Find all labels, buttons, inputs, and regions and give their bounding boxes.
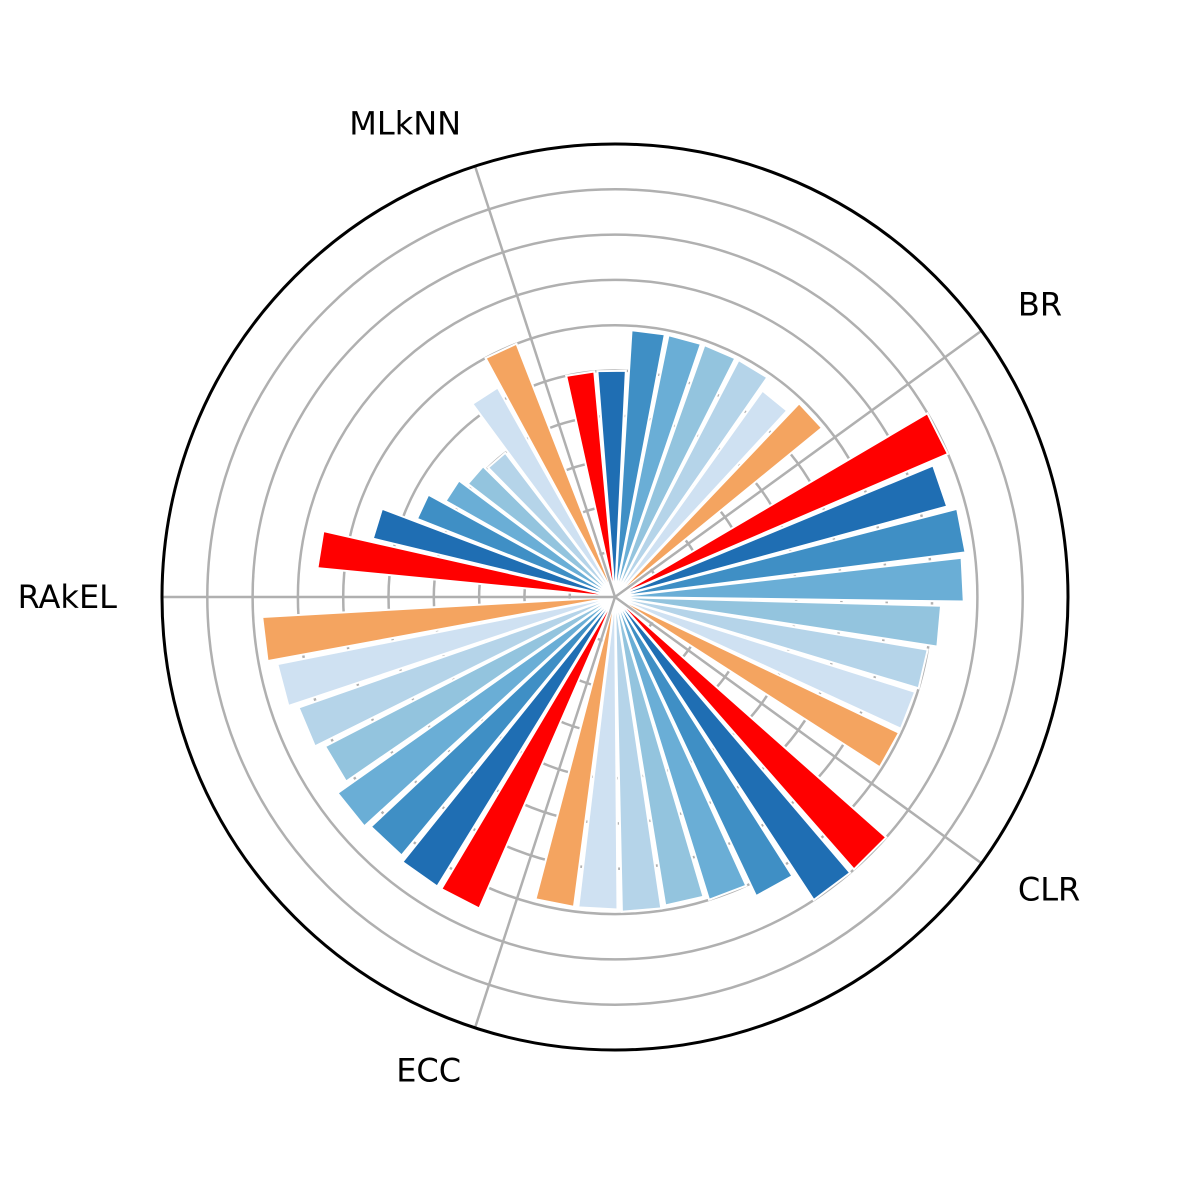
bar-mlknn-3 (614, 329, 667, 598)
spoke-clr (614, 595, 983, 865)
group-label-rakel: RAkEL (18, 578, 118, 616)
bar-rakel-7 (470, 386, 616, 598)
spoke-mlknn (473, 165, 617, 598)
bar-clr-1 (614, 596, 888, 871)
bar-ecc-7 (276, 596, 616, 708)
bar-mlknn-5 (614, 343, 737, 598)
bar-br-5 (614, 596, 943, 648)
group-label-br: BR (1018, 285, 1062, 323)
bar-ecc-6 (297, 596, 616, 748)
bar-br-8 (614, 596, 901, 769)
bar-clr-4 (614, 596, 748, 902)
bar-br-4 (614, 556, 965, 603)
bar-ecc-1 (439, 596, 616, 910)
bar-clr-2 (614, 596, 852, 902)
bar-br-6 (614, 596, 929, 690)
bar-br-1 (614, 411, 950, 598)
bar-rakel-4 (444, 479, 616, 598)
bar-br-7 (614, 596, 917, 731)
bar-clr-3 (614, 596, 794, 898)
bar-ecc-4 (336, 596, 616, 828)
bar-br-2 (614, 464, 949, 598)
bar-clr-8 (534, 596, 616, 909)
bar-clr-5 (614, 596, 705, 907)
bar-rakel-5 (466, 464, 616, 598)
bar-mlknn-8 (614, 401, 824, 598)
bar-rakel-6 (486, 451, 616, 598)
bar-mlknn-4 (614, 333, 703, 598)
bar-clr-6 (614, 596, 663, 913)
group-label-clr: CLR (1018, 871, 1080, 909)
spoke-ecc (473, 596, 617, 1029)
bar-clr-7 (577, 596, 619, 911)
bar-br-3 (614, 507, 967, 598)
spokes-layer (162, 165, 983, 1029)
group-label-mlknn: MLkNN (349, 104, 461, 142)
bar-rakel-8 (484, 342, 616, 598)
bar-rakel-1 (316, 529, 616, 598)
labels-layer: BR CLR ECC RAkEL MLkNN (18, 104, 1081, 1089)
bar-rakel-3 (415, 493, 616, 598)
outer-ring (160, 142, 1070, 1052)
bar-mlknn-2 (596, 369, 627, 598)
group-label-ecc: ECC (396, 1052, 461, 1090)
bar-mlknn-6 (614, 358, 769, 598)
bar-rakel-2 (371, 507, 616, 598)
bar-mlknn-7 (614, 389, 789, 598)
bar-mlknn-1 (564, 370, 616, 598)
bar-ecc-5 (323, 596, 616, 783)
bar-ecc-8 (261, 596, 616, 663)
spoke-br (614, 329, 983, 599)
bars-layer (261, 329, 967, 913)
bar-ecc-2 (400, 596, 616, 888)
bar-ecc-3 (369, 596, 616, 857)
